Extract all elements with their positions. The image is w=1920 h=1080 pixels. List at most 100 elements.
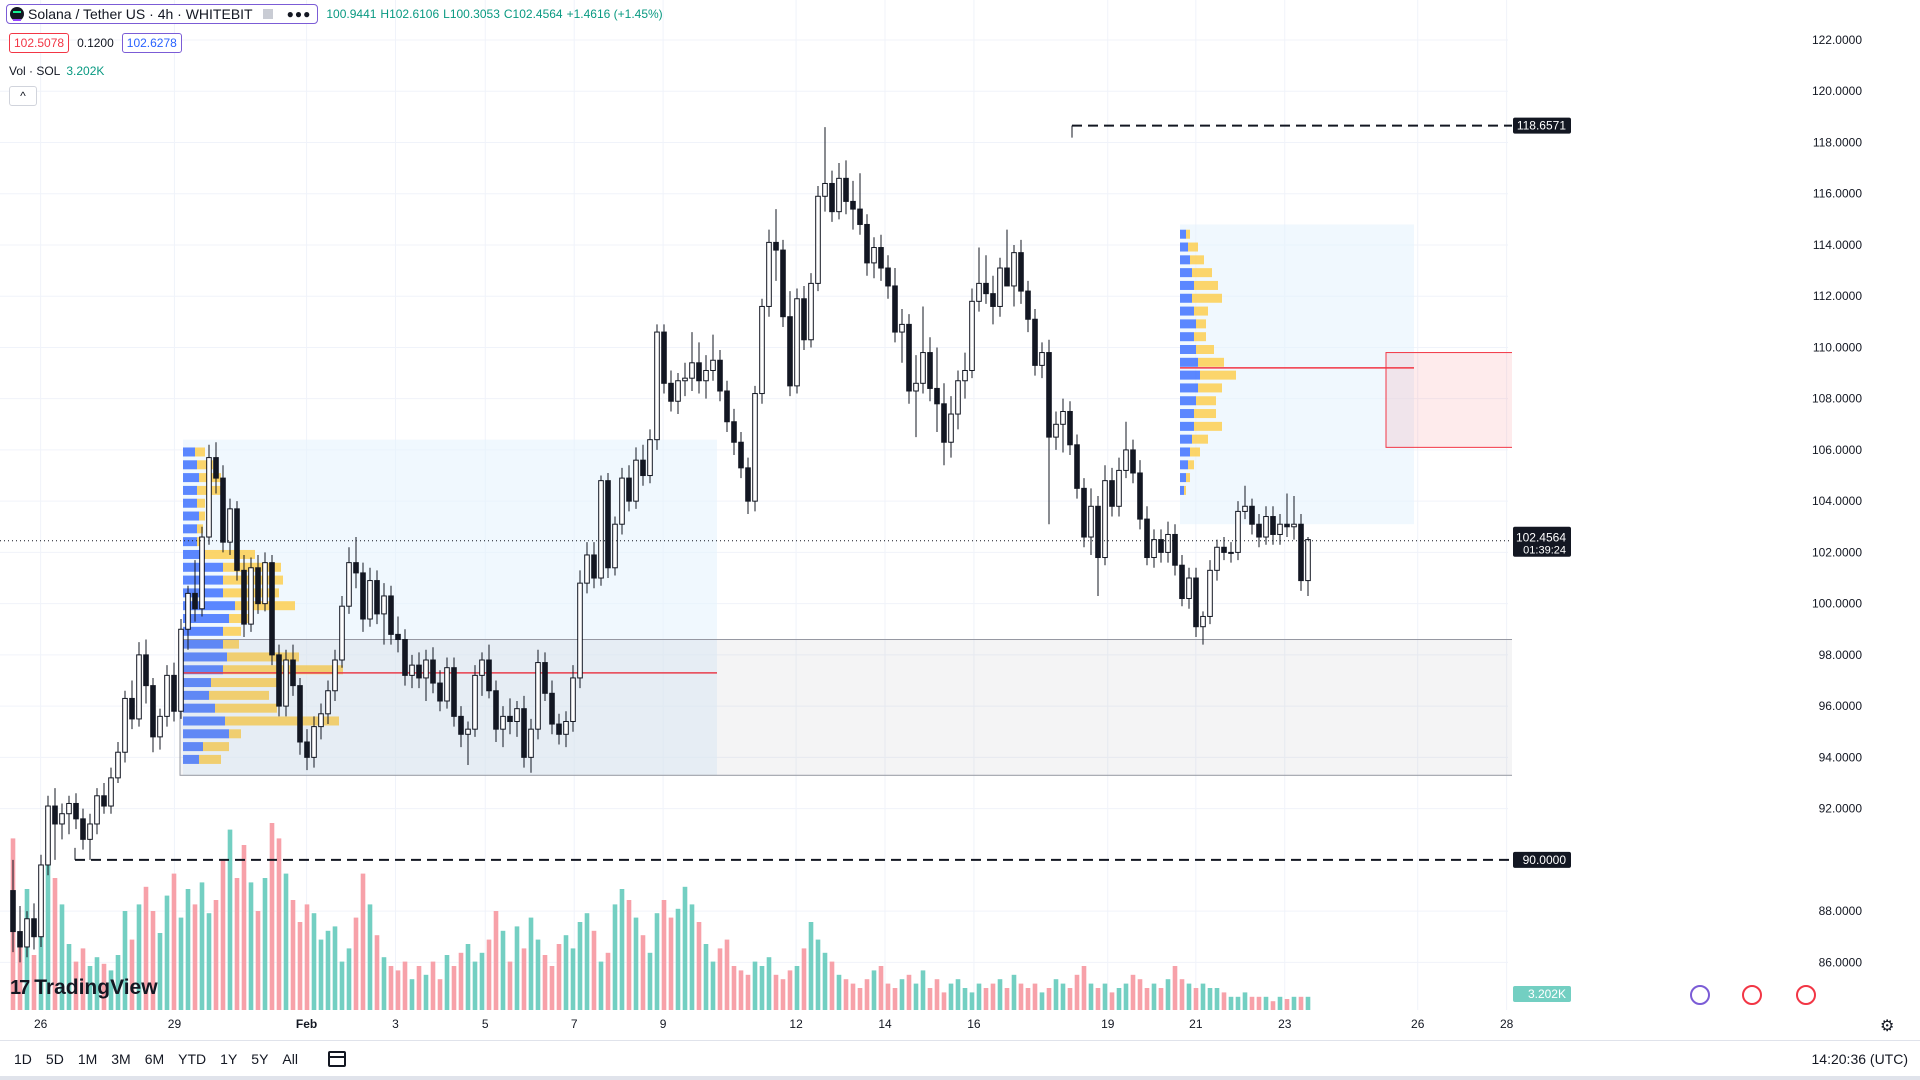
- calendar-icon[interactable]: [327, 1051, 346, 1067]
- volume-bar: [619, 889, 625, 1010]
- volume-bar: [1102, 983, 1108, 1010]
- volume-bar: [724, 939, 730, 1010]
- candle: [24, 911, 30, 958]
- volume-bar: [101, 963, 107, 1010]
- profile-bar: [1180, 370, 1200, 380]
- candle: [570, 665, 576, 732]
- low-value: L100.3053: [443, 7, 500, 21]
- volume-last-text: 3.202K: [1528, 987, 1566, 1001]
- volume-bar: [829, 961, 835, 1010]
- candle: [500, 706, 506, 748]
- volume-bar: [472, 961, 478, 1010]
- candle: [871, 237, 877, 279]
- tradingview-logo[interactable]: 17 TradingView: [10, 976, 158, 1000]
- candle-body-up: [710, 359, 716, 371]
- volume-bar: [1060, 983, 1066, 1010]
- collapse-legend-button[interactable]: ^: [9, 86, 37, 106]
- symbol-selector[interactable]: Solana / Tether US · 4h · WHITEBIT ●●●: [6, 4, 319, 24]
- profile-bar: [1194, 280, 1218, 290]
- range-button-3m[interactable]: 3M: [111, 1051, 131, 1067]
- volume-bar: [241, 845, 247, 1010]
- candlestick-chart[interactable]: 122.0000 120.0000 118.0000 116.0000 114.0000…: [0, 0, 1920, 1040]
- volume-bar: [1095, 988, 1101, 1010]
- candle: [766, 229, 772, 317]
- range-button-1y[interactable]: 1Y: [220, 1051, 238, 1067]
- profile-bar: [183, 473, 199, 483]
- volume-bar: [1228, 996, 1234, 1010]
- candle-body-down: [388, 595, 394, 635]
- volume-bar: [325, 930, 331, 1010]
- profile-bar: [183, 703, 215, 713]
- volume-bar: [59, 904, 65, 1010]
- support-price-label: 90.0000: [1513, 851, 1571, 868]
- volume-bar: [1179, 979, 1185, 1010]
- candle-body-up: [969, 300, 975, 371]
- range-button-1m[interactable]: 1M: [77, 1051, 98, 1067]
- range-button-5y[interactable]: 5Y: [251, 1051, 269, 1067]
- buy-price-button[interactable]: 102.6278: [121, 33, 182, 53]
- y-tick-label: 98.0000: [1819, 648, 1863, 662]
- candle: [906, 314, 912, 404]
- volume-bar: [1207, 988, 1213, 1010]
- candle: [955, 370, 961, 430]
- candle: [1130, 439, 1136, 484]
- candle: [983, 255, 989, 304]
- candle: [745, 457, 751, 514]
- candle: [66, 795, 72, 835]
- symbol-title: Solana / Tether US · 4h · WHITEBIT: [28, 6, 253, 22]
- y-tick-label: 116.0000: [1813, 187, 1862, 201]
- volume-bar: [843, 979, 849, 1010]
- more-options-icon[interactable]: ●●●: [286, 7, 312, 21]
- candle-body-up: [1263, 516, 1269, 538]
- candle-body-up: [409, 664, 415, 676]
- range-button-all[interactable]: All: [282, 1051, 298, 1067]
- candle: [1067, 401, 1073, 456]
- profile-bar: [1180, 421, 1194, 431]
- candle-body-down: [1256, 523, 1262, 538]
- candle-body-up: [122, 697, 128, 753]
- range-button-1d[interactable]: 1D: [14, 1051, 32, 1067]
- range-button-ytd[interactable]: YTD: [178, 1051, 207, 1067]
- x-tick-label: 28: [1500, 1017, 1514, 1031]
- profile-bar: [197, 524, 203, 534]
- candle: [1018, 239, 1024, 304]
- candle: [1291, 496, 1297, 540]
- candle-body-up: [997, 267, 1003, 307]
- profile-bar: [1194, 409, 1216, 419]
- volume-bar: [857, 988, 863, 1010]
- y-tick-label: 110.0000: [1813, 340, 1862, 354]
- clock[interactable]: 14:20:36 (UTC): [1811, 1051, 1908, 1067]
- candle-body-down: [1025, 290, 1031, 320]
- sell-price-button[interactable]: 102.5078: [9, 33, 70, 53]
- candle: [1039, 342, 1045, 379]
- candle-body-down: [1172, 533, 1178, 566]
- candle-body-up: [164, 674, 170, 717]
- candle-body-up: [1200, 615, 1206, 628]
- candle-body-down: [626, 477, 632, 502]
- candle: [1277, 513, 1283, 545]
- profile-bar: [183, 754, 199, 764]
- volume-bar: [31, 955, 37, 1010]
- candle-body-up: [185, 592, 191, 630]
- candle-body-up: [472, 674, 478, 730]
- volume-bar: [997, 979, 1003, 1010]
- candle-body-up: [479, 659, 485, 676]
- profile-bar: [1198, 357, 1224, 367]
- candle: [73, 793, 79, 830]
- candle-body-up: [647, 439, 653, 477]
- candle: [1158, 529, 1164, 563]
- volume-bar: [416, 966, 422, 1010]
- gear-icon[interactable]: ⚙: [1880, 1018, 1895, 1035]
- profile-bar: [1180, 306, 1194, 316]
- candle: [612, 516, 618, 576]
- range-button-5d[interactable]: 5D: [45, 1051, 64, 1067]
- candle: [479, 652, 485, 696]
- candle-body-down: [1081, 487, 1087, 538]
- x-tick-label: 5: [482, 1017, 489, 1031]
- candle: [549, 680, 555, 735]
- candle: [752, 385, 758, 512]
- candle: [199, 526, 205, 617]
- range-button-6m[interactable]: 6M: [144, 1051, 165, 1067]
- candle-body-down: [990, 293, 996, 307]
- candle: [997, 257, 1003, 317]
